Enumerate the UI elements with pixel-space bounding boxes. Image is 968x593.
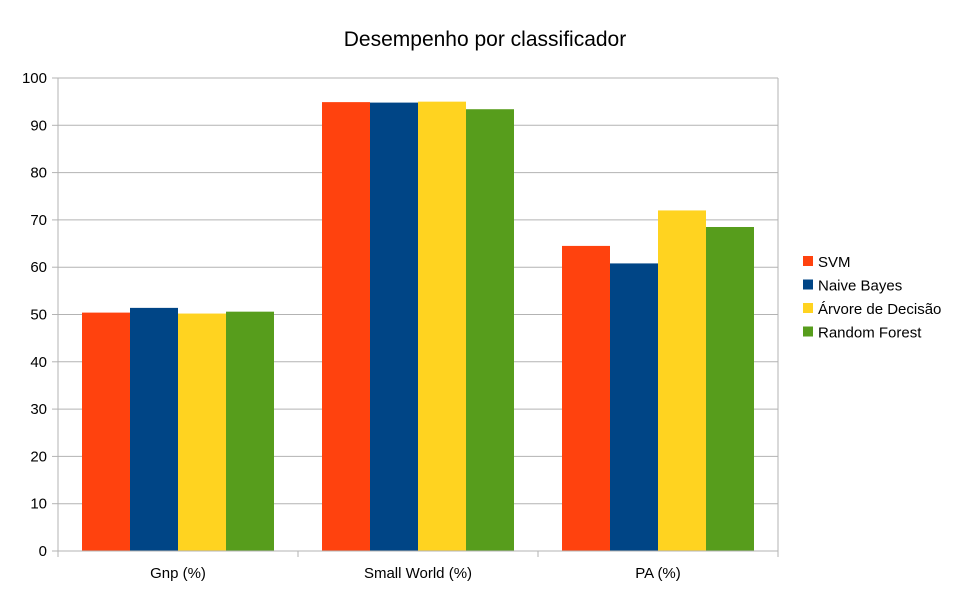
bar xyxy=(178,313,226,551)
y-tick-label: 90 xyxy=(30,117,47,134)
y-tick-label: 10 xyxy=(30,496,47,513)
y-tick-label: 40 xyxy=(30,354,47,371)
bar xyxy=(322,102,370,552)
y-tick-label: 20 xyxy=(30,448,47,465)
y-tick-label: 30 xyxy=(30,401,47,418)
bar xyxy=(130,307,178,551)
bar xyxy=(706,226,754,551)
bars xyxy=(82,101,754,552)
legend: SVM Naive Bayes Árvore de Decisão Random Fo… xyxy=(803,254,941,342)
bar xyxy=(418,101,466,552)
y-tick-label: 80 xyxy=(30,165,47,182)
legend-swatch xyxy=(803,303,813,313)
y-tick-label: 100 xyxy=(22,70,47,87)
legend-label: Árvore de Decisão xyxy=(818,301,941,318)
chart-title: Desempenho por classificador xyxy=(344,28,626,51)
legend-swatch xyxy=(803,256,813,266)
y-tick-label: 0 xyxy=(39,543,47,560)
bar xyxy=(658,210,706,551)
x-tick-label: PA (%) xyxy=(635,565,681,582)
y-tick-label: 70 xyxy=(30,212,47,229)
x-tick-label: Small World (%) xyxy=(364,565,472,582)
axes: 0 10 20 30 40 50 60 70 80 90 100 Gnp (%) Small World… xyxy=(22,70,779,582)
bar xyxy=(466,109,514,551)
bar xyxy=(370,102,418,551)
legend-label: Naive Bayes xyxy=(818,278,902,295)
legend-label: Random Forest xyxy=(818,325,922,342)
bar xyxy=(610,263,658,551)
y-tick-label: 60 xyxy=(30,259,47,276)
y-tick-label: 50 xyxy=(30,307,47,324)
legend-swatch xyxy=(803,326,813,337)
legend-swatch xyxy=(803,279,813,290)
bar xyxy=(226,311,274,551)
x-tick-label: Gnp (%) xyxy=(150,565,206,582)
bar xyxy=(82,312,130,551)
bar xyxy=(562,245,610,552)
legend-label: SVM xyxy=(818,254,851,271)
